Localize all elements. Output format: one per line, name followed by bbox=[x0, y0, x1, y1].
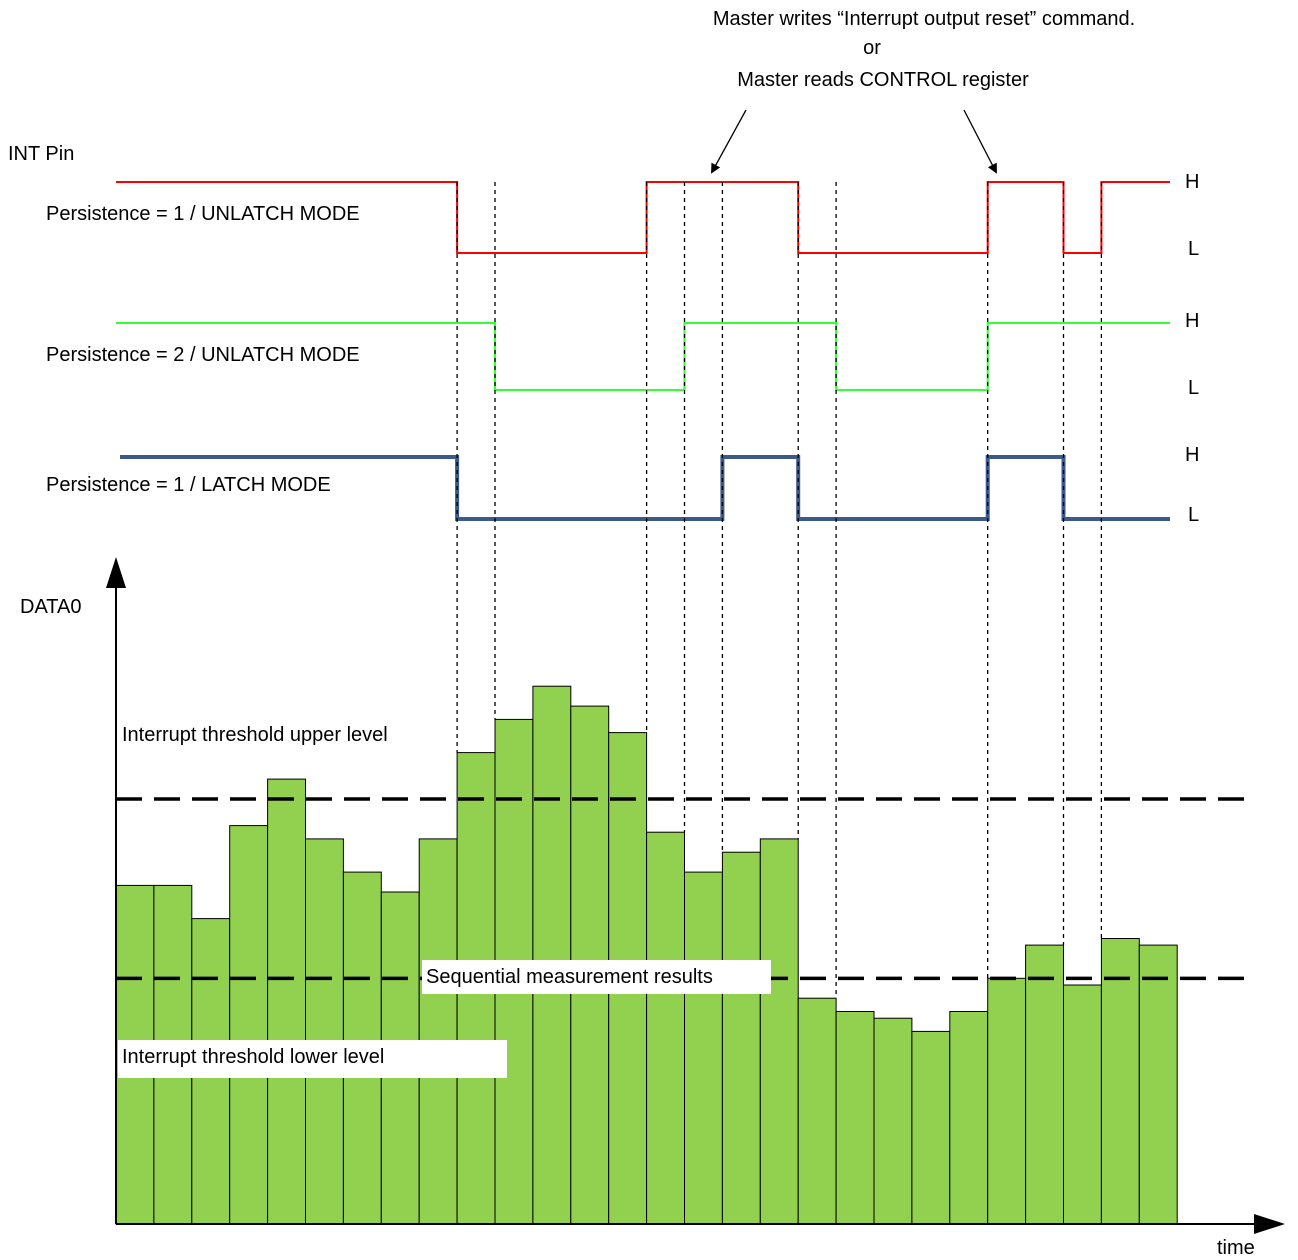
signal-label-2: Persistence = 2 / UNLATCH MODE bbox=[46, 344, 360, 366]
signal-1-low-label: L bbox=[1188, 238, 1199, 260]
x-axis-label: time bbox=[1217, 1237, 1255, 1259]
bar-9 bbox=[418, 838, 458, 1225]
bar-25 bbox=[1025, 944, 1064, 1225]
series-label: Sequential measurement results bbox=[426, 966, 713, 988]
bar-21 bbox=[873, 1017, 913, 1225]
bar-16 bbox=[684, 871, 723, 1225]
lower-threshold-label-bg bbox=[118, 1040, 507, 1078]
bar-5 bbox=[267, 778, 307, 1225]
signal-1-high-label: H bbox=[1185, 171, 1199, 193]
bar-28 bbox=[1138, 944, 1178, 1225]
lower-threshold-label: Interrupt threshold lower level bbox=[122, 1046, 384, 1068]
y-axis-arrow-icon bbox=[106, 557, 126, 588]
bar-26 bbox=[1063, 984, 1102, 1225]
upper-threshold-label-bg bbox=[118, 718, 454, 750]
annotation-arrow-right bbox=[963, 109, 997, 174]
bar-24 bbox=[987, 977, 1027, 1225]
bar-22 bbox=[911, 1030, 951, 1225]
transition-guides bbox=[456, 182, 1103, 999]
bar-6 bbox=[305, 838, 344, 1225]
bar-17 bbox=[721, 851, 761, 1225]
annotation-line-2: or bbox=[863, 37, 881, 59]
annotation-line-3: Master reads CONTROL register bbox=[737, 69, 1029, 91]
signal-3-low-label: L bbox=[1188, 504, 1199, 526]
bar-19 bbox=[797, 997, 837, 1225]
x-axis-arrow-icon bbox=[1254, 1214, 1285, 1234]
bar-12 bbox=[532, 685, 572, 1225]
signal-2-low-label: L bbox=[1188, 377, 1199, 399]
bar-23 bbox=[949, 1011, 989, 1225]
int-pin-label: INT Pin bbox=[8, 143, 74, 165]
bar-18 bbox=[759, 838, 799, 1225]
signal-2-high-label: H bbox=[1185, 310, 1199, 332]
y-axis-label: DATA0 bbox=[20, 596, 82, 618]
annotation-line-1: Master writes “Interrupt output reset” c… bbox=[713, 8, 1135, 30]
signal-label-1: Persistence = 1 / UNLATCH MODE bbox=[46, 203, 360, 225]
bar-4 bbox=[229, 825, 269, 1225]
signal-label-3: Persistence = 1 / LATCH MODE bbox=[46, 474, 331, 496]
annotation-arrow-left bbox=[711, 109, 747, 174]
bar-15 bbox=[646, 831, 685, 1225]
signal-1-waveform bbox=[116, 181, 1170, 254]
signal-3-high-label: H bbox=[1185, 444, 1199, 466]
series-label-bg bbox=[422, 960, 771, 994]
signal-2-waveform bbox=[116, 322, 1170, 391]
bar-27 bbox=[1100, 938, 1140, 1225]
bar-20 bbox=[835, 1011, 875, 1225]
upper-threshold-label: Interrupt threshold upper level bbox=[122, 724, 388, 746]
measurement-bars bbox=[115, 685, 1178, 1225]
